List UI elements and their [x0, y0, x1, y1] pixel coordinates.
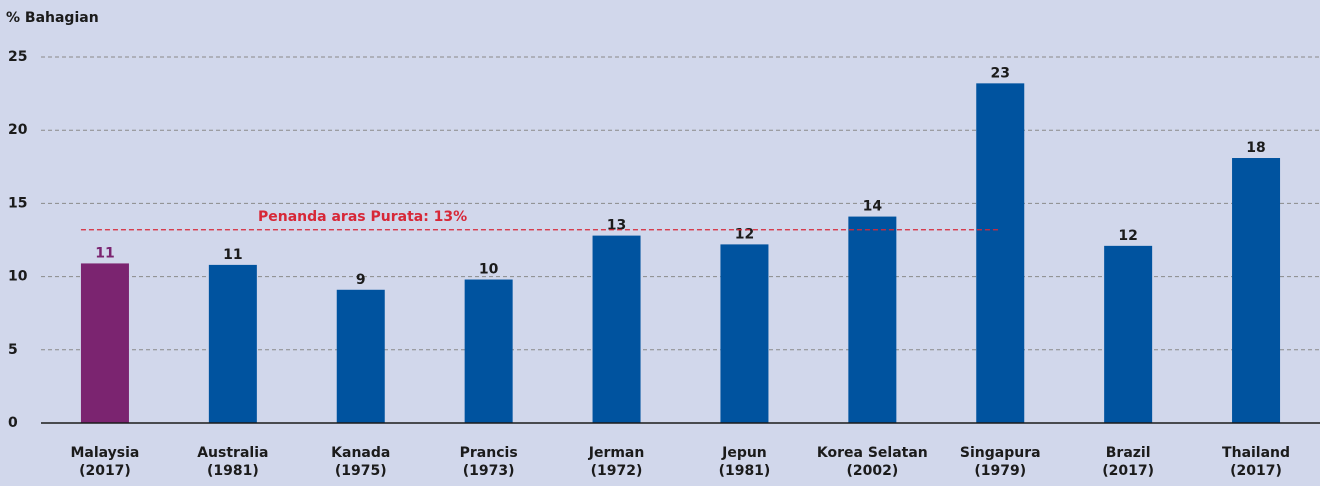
y-tick-label: 10 — [8, 269, 28, 285]
x-tick-label: (1979) — [974, 463, 1026, 479]
x-tick-label: Korea Selatan — [817, 445, 928, 461]
x-tick-label: (1973) — [463, 463, 515, 479]
y-tick-label: 25 — [8, 49, 27, 65]
x-tick-label: (1981) — [207, 463, 259, 479]
benchmark-label: Penanda aras Purata: 13% — [258, 209, 467, 225]
x-tick-label: Singapura — [960, 445, 1041, 461]
x-tick-label: Jepun — [721, 445, 767, 461]
y-tick-label: 0 — [8, 415, 18, 431]
bar — [336, 289, 385, 423]
data-label: 9 — [356, 272, 366, 288]
x-tick-label: (1972) — [591, 463, 643, 479]
x-tick-label: Kanada — [331, 445, 390, 461]
data-label: 11 — [223, 247, 242, 263]
y-tick-label: 5 — [8, 342, 18, 358]
data-label: 10 — [479, 262, 499, 278]
y-axis-label: % Bahagian — [6, 10, 99, 26]
y-tick-label: 20 — [8, 122, 28, 138]
x-tick-label: (2017) — [1102, 463, 1154, 479]
bar — [80, 263, 129, 423]
bar — [1232, 158, 1281, 424]
x-tick-label: (1981) — [719, 463, 771, 479]
data-label: 11 — [95, 245, 114, 261]
x-tick-label: Malaysia — [70, 445, 139, 461]
data-label: 23 — [991, 65, 1010, 81]
bar — [208, 264, 257, 423]
bar — [1104, 245, 1153, 423]
x-tick-label: (2002) — [846, 463, 898, 479]
bar — [848, 216, 897, 423]
data-label: 18 — [1246, 140, 1265, 156]
data-label: 12 — [735, 226, 754, 242]
x-tick-label: (2017) — [1230, 463, 1282, 479]
x-tick-label: Australia — [197, 445, 268, 461]
data-label: 13 — [607, 218, 626, 234]
x-tick-label: (2017) — [79, 463, 131, 479]
x-tick-label: Jerman — [588, 445, 645, 461]
bar — [464, 279, 513, 423]
bar — [592, 235, 641, 423]
x-tick-label: Brazil — [1106, 445, 1151, 461]
x-tick-label: Thailand — [1222, 445, 1290, 461]
data-label: 12 — [1118, 228, 1137, 244]
bar — [976, 83, 1025, 424]
y-tick-label: 15 — [8, 195, 27, 211]
x-tick-label: (1975) — [335, 463, 387, 479]
data-label: 14 — [863, 199, 883, 215]
bar — [720, 244, 769, 423]
x-tick-label: Prancis — [460, 445, 518, 461]
